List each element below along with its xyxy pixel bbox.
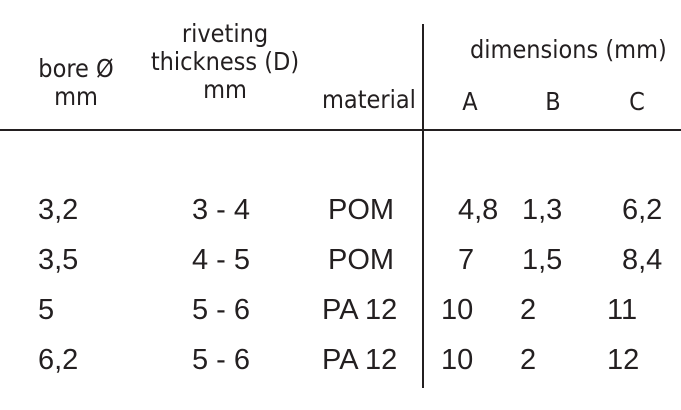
cell-dim-b: 2 xyxy=(520,294,537,326)
cell-dim-a: 4,8 xyxy=(458,194,499,226)
cell-dim-a: 7 xyxy=(458,244,475,276)
cell-dim-c: 8,4 xyxy=(622,244,663,276)
header-riveting-line2: thickness (D) xyxy=(150,47,300,76)
cell-dim-c: 11 xyxy=(607,294,638,326)
header-riveting-line1: riveting xyxy=(181,19,269,48)
cell-dim-a: 10 xyxy=(441,294,474,326)
cell-material: PA 12 xyxy=(322,294,398,326)
header-riveting-line3: mm xyxy=(203,75,247,104)
cell-thickness: 3 - 4 xyxy=(192,194,251,226)
cell-dim-c: 12 xyxy=(607,344,640,376)
cell-bore: 6,2 xyxy=(38,344,79,376)
cell-bore: 5 xyxy=(38,294,55,326)
header-dimensions: dimensions (mm) xyxy=(470,35,667,64)
cell-material: PA 12 xyxy=(322,344,398,376)
cell-thickness: 5 - 6 xyxy=(192,294,251,326)
header-riveting-thickness: riveting thickness (D) mm xyxy=(150,20,300,104)
cell-material: POM xyxy=(328,244,395,276)
cell-material: POM xyxy=(328,194,395,226)
column-divider xyxy=(422,24,424,388)
cell-thickness: 4 - 5 xyxy=(192,244,251,276)
cell-dim-b: 2 xyxy=(520,344,537,376)
cell-dim-a: 10 xyxy=(441,344,474,376)
cell-dim-b: 1,3 xyxy=(522,194,563,226)
header-dim-a: A xyxy=(462,87,478,116)
cell-bore: 3,2 xyxy=(38,194,79,226)
header-bore-line2: mm xyxy=(54,82,98,111)
cell-bore: 3,5 xyxy=(38,244,79,276)
header-material: material xyxy=(322,85,416,114)
header-bore-line1: bore Ø xyxy=(38,54,114,83)
header-bore: bore Ø mm xyxy=(38,55,114,111)
cell-dim-c: 6,2 xyxy=(622,194,663,226)
header-divider xyxy=(0,129,681,131)
cell-dim-b: 1,5 xyxy=(522,244,563,276)
cell-thickness: 5 - 6 xyxy=(192,344,251,376)
header-dim-c: C xyxy=(629,87,645,116)
header-dim-b: B xyxy=(545,87,561,116)
